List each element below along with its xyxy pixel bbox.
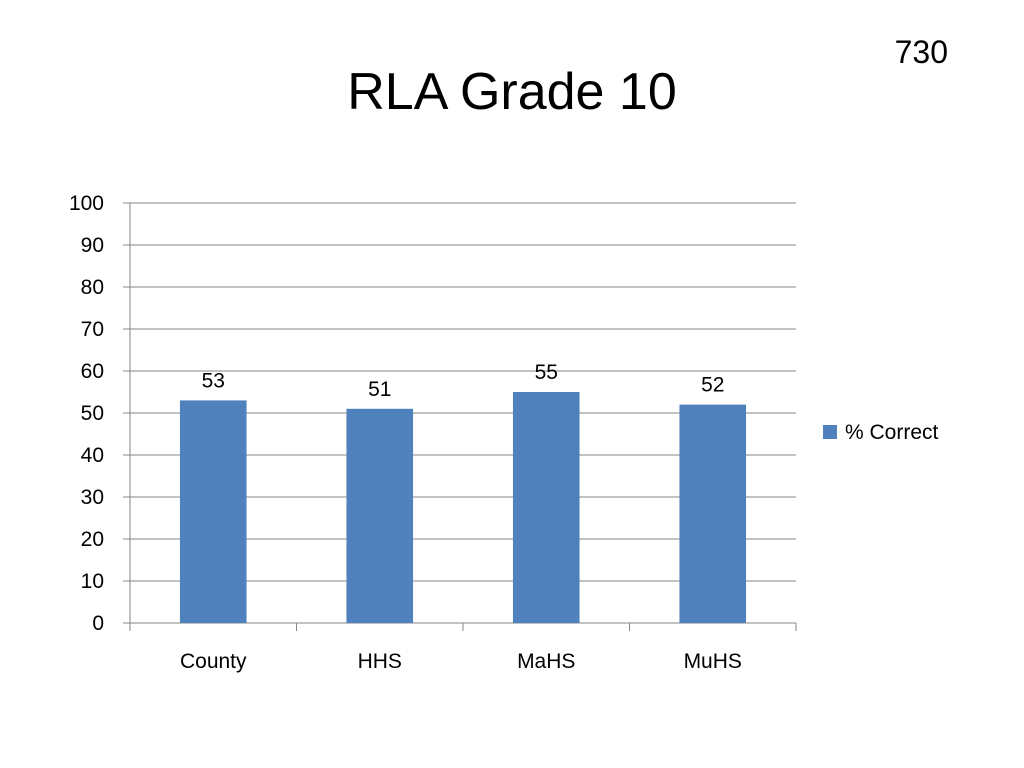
bar-muhs [679,404,747,623]
data-label: 52 [701,374,724,397]
y-tick-label: 30 [81,486,104,509]
x-tick-label: County [180,650,247,673]
data-labels: 53 51 55 52 [202,361,725,401]
x-tick-labels: County HHS MaHS MuHS [180,650,742,673]
y-tick-label: 100 [69,192,104,215]
legend-label: % Correct [845,421,939,444]
x-tick-label: MuHS [684,650,742,673]
y-tick-label: 40 [81,444,104,467]
y-tick-label: 20 [81,528,104,551]
y-tick-label: 90 [81,234,104,257]
y-tick-labels: 0 10 20 30 40 50 60 70 80 90 100 [69,192,104,635]
legend: % Correct [823,421,939,444]
y-tick-label: 50 [81,402,104,425]
slide-number: 730 [894,34,948,70]
bar-county [179,400,247,623]
bar-mahs [512,392,580,623]
y-tick-label: 80 [81,276,104,299]
y-tick-label: 70 [81,318,104,341]
slide-title: RLA Grade 10 [347,63,677,121]
data-label: 55 [535,361,558,384]
y-tick-label: 0 [92,612,104,635]
data-label: 53 [202,369,225,392]
legend-swatch [823,425,837,439]
data-label: 51 [368,378,391,401]
bars [179,392,747,623]
x-tick-label: MaHS [517,650,575,673]
bar-hhs [346,408,414,623]
y-tick-label: 60 [81,360,104,383]
x-tick-label: HHS [358,650,402,673]
y-tick-label: 10 [81,570,104,593]
